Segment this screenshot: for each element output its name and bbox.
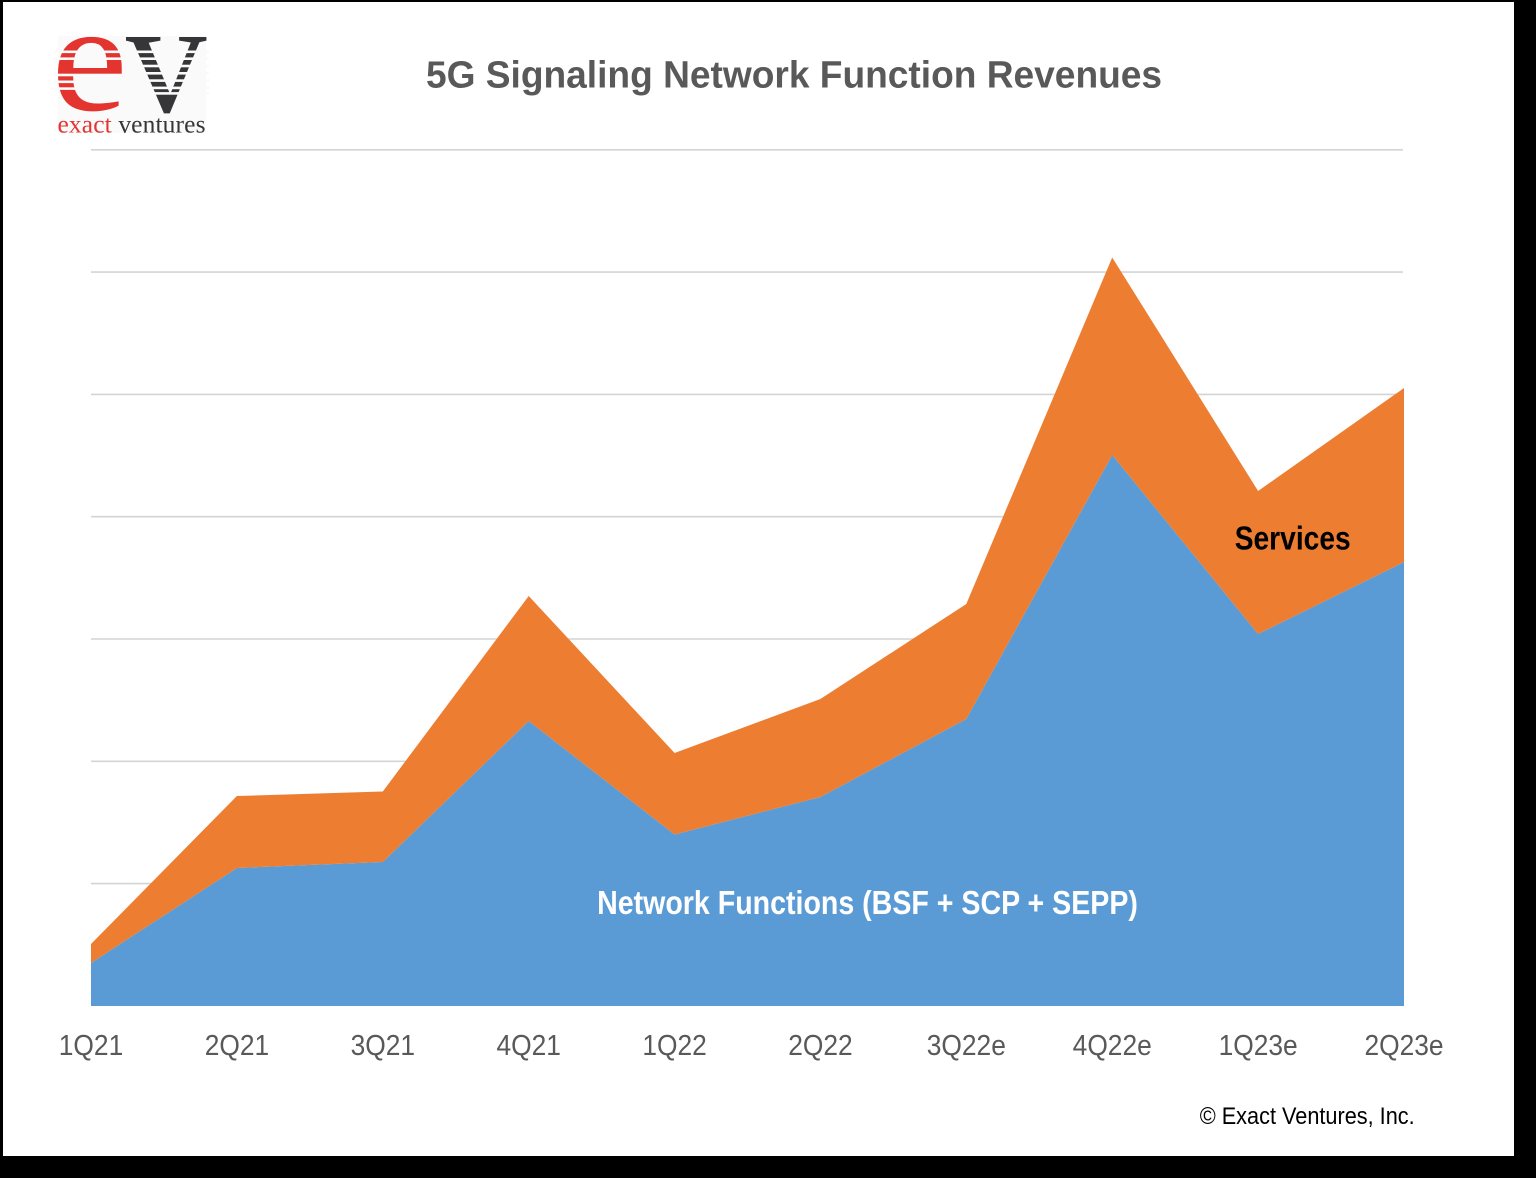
svg-text:2Q23e: 2Q23e — [1364, 1029, 1443, 1061]
svg-text:e: e — [51, 0, 127, 144]
svg-text:4Q22e: 4Q22e — [1073, 1029, 1152, 1061]
svg-text:2Q22: 2Q22 — [788, 1029, 852, 1061]
svg-text:1Q22: 1Q22 — [642, 1029, 706, 1061]
svg-text:1Q21: 1Q21 — [59, 1029, 123, 1061]
svg-text:3Q22e: 3Q22e — [927, 1029, 1006, 1061]
svg-text:4Q21: 4Q21 — [496, 1029, 560, 1061]
svg-text:3Q21: 3Q21 — [351, 1029, 415, 1061]
svg-text:Network Functions (BSF + SCP +: Network Functions (BSF + SCP + SEPP) — [597, 884, 1138, 921]
svg-text:5G Signaling Network Function: 5G Signaling Network Function Revenues — [426, 53, 1162, 95]
svg-text:1Q23e: 1Q23e — [1219, 1029, 1298, 1061]
svg-text:exact ventures: exact ventures — [58, 109, 206, 138]
svg-text:Services: Services — [1235, 519, 1351, 557]
svg-text:2Q21: 2Q21 — [205, 1029, 269, 1061]
svg-text:© Exact Ventures, Inc.: © Exact Ventures, Inc. — [1200, 1102, 1415, 1129]
